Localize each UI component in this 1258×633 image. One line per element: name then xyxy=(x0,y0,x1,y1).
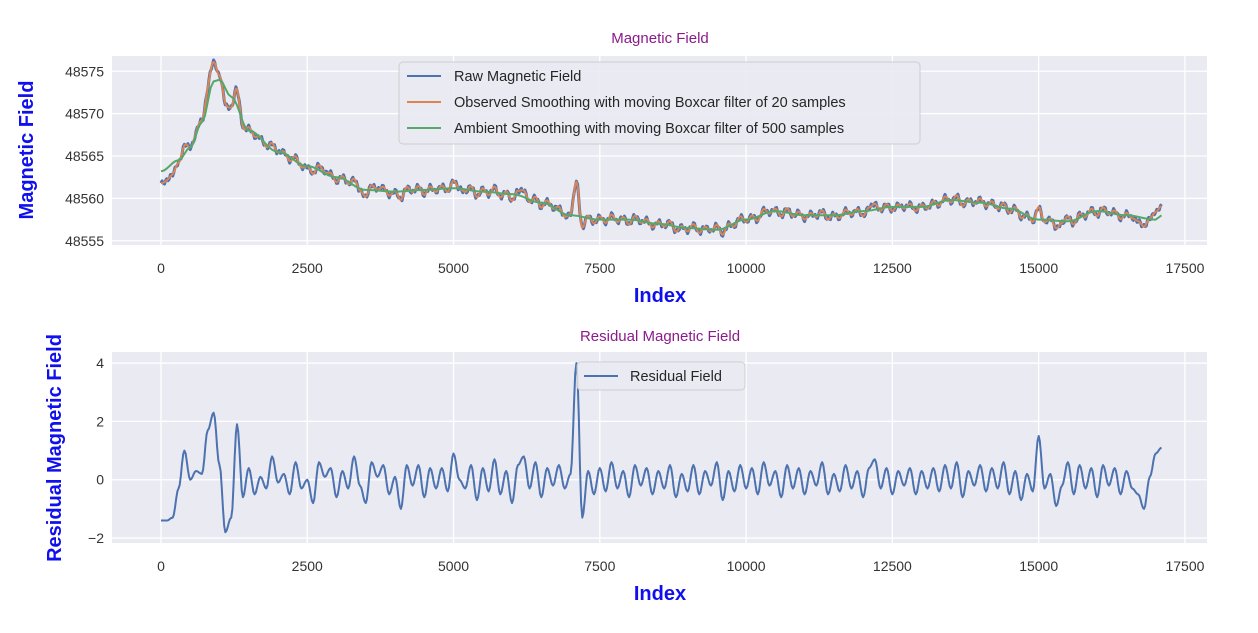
x-tick-label: 5000 xyxy=(438,558,469,574)
x-tick-label: 10000 xyxy=(727,558,766,574)
y-axis-label: Residual Magnetic Field xyxy=(44,334,66,562)
y-axis-label: Magnetic Field xyxy=(16,81,38,220)
x-tick-label: 0 xyxy=(157,260,165,276)
legend: Raw Magnetic Field Observed Smoothing wi… xyxy=(398,61,921,145)
y-tick-label: 48555 xyxy=(65,233,104,249)
y-tick-label: 2 xyxy=(96,413,104,429)
y-tick-label: 4 xyxy=(96,355,104,371)
x-tick-label: 7500 xyxy=(584,260,615,276)
x-tick-label: 12500 xyxy=(873,558,912,574)
x-tick-label: 5000 xyxy=(438,260,469,276)
legend-label: Ambient Smoothing with moving Boxcar fil… xyxy=(454,121,844,137)
x-tick-label: 17500 xyxy=(1165,558,1204,574)
x-axis-label: Index xyxy=(634,285,686,307)
y-tick-label: 48575 xyxy=(65,63,104,79)
chart-title: Magnetic Field xyxy=(611,30,709,47)
x-tick-label: 10000 xyxy=(727,260,766,276)
x-tick-label: 15000 xyxy=(1019,260,1058,276)
ambient-series-line xyxy=(160,78,1163,231)
x-tick-label: 15000 xyxy=(1019,558,1058,574)
x-tick-label: 7500 xyxy=(584,558,615,574)
x-tick-label: 0 xyxy=(157,558,165,574)
y-tick-label: −2 xyxy=(88,530,104,546)
x-tick-label: 17500 xyxy=(1165,260,1204,276)
legend-label: Observed Smoothing with moving Boxcar fi… xyxy=(454,95,846,111)
y-tick-label: 48560 xyxy=(65,190,104,206)
legend: Residual Field xyxy=(576,361,746,391)
y-tick-label: 48565 xyxy=(65,148,104,164)
legend-label: Raw Magnetic Field xyxy=(454,69,581,85)
y-tick-label: 0 xyxy=(96,472,104,488)
residual-series-line xyxy=(161,362,1162,534)
x-tick-label: 2500 xyxy=(292,260,323,276)
x-axis-label: Index xyxy=(634,583,686,605)
chart-title: Residual Magnetic Field xyxy=(580,328,740,345)
y-tick-label: 48570 xyxy=(65,106,104,122)
magnetic-field-chart: 0 2500 5000 7500 10000 12500 15000 17500 48555 48… xyxy=(16,30,1207,307)
x-tick-label: 12500 xyxy=(873,260,912,276)
legend-label: Residual Field xyxy=(630,369,722,385)
x-tick-label: 2500 xyxy=(292,558,323,574)
residual-field-chart: 0 2500 5000 7500 10000 12500 15000 17500 −2 0 2 4 R… xyxy=(44,328,1207,605)
